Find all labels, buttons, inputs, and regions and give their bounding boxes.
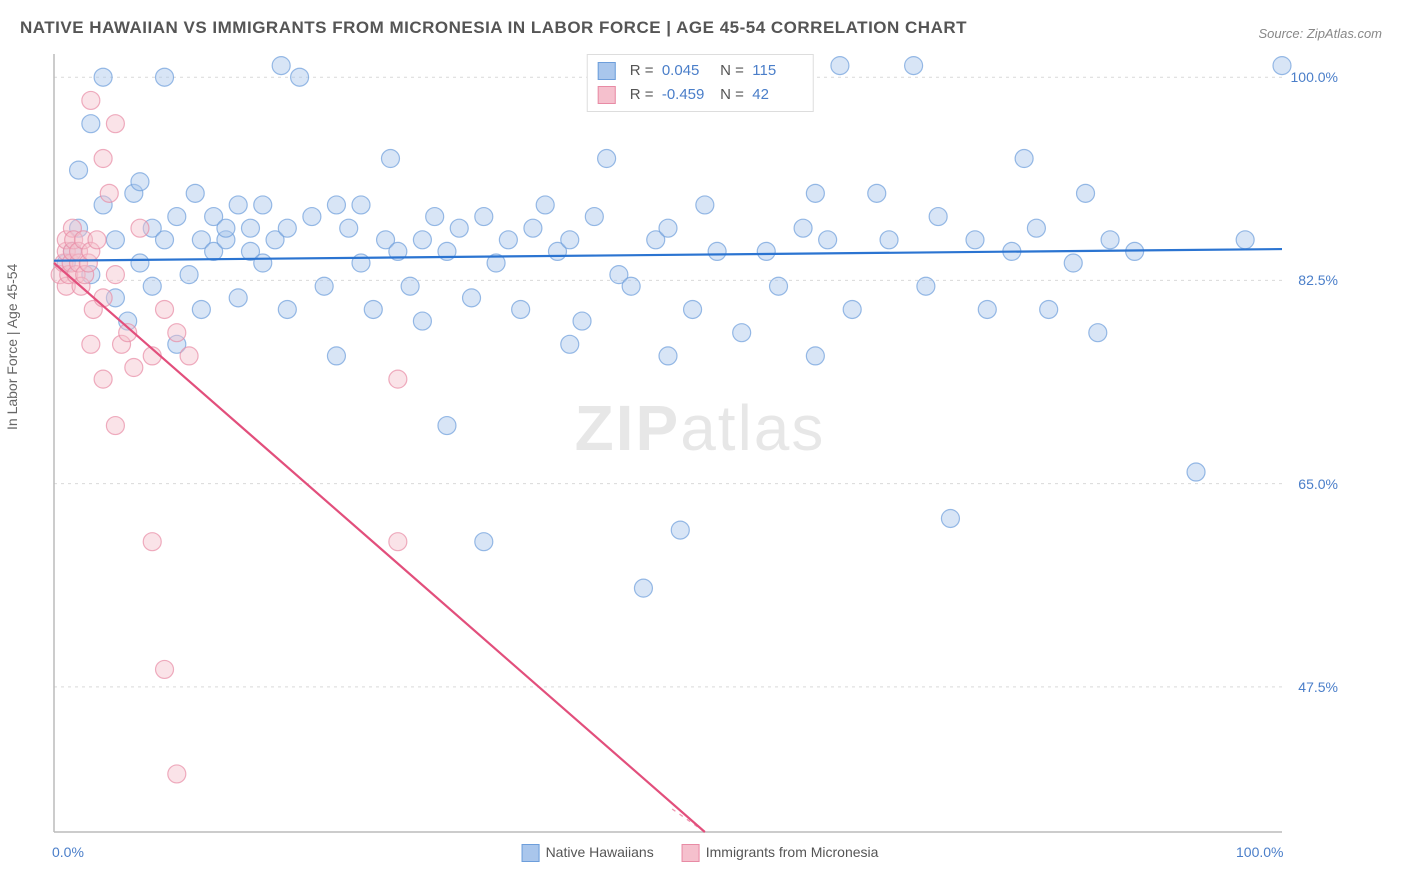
source-attribution: Source: ZipAtlas.com [1258, 26, 1382, 41]
correlation-row: R = -0.459 N = 42 [598, 83, 803, 107]
chart-title: NATIVE HAWAIIAN VS IMMIGRANTS FROM MICRO… [20, 18, 967, 38]
correlation-legend: R = 0.045 N = 115R = -0.459 N = 42 [587, 54, 814, 112]
chart-container: ZIPatlas R = 0.045 N = 115R = -0.459 N =… [48, 50, 1352, 838]
y-tick-label: 47.5% [1298, 679, 1338, 695]
legend-item: Native Hawaiians [522, 844, 654, 862]
scatter-plot [48, 50, 1352, 838]
x-tick-label: 100.0% [1236, 844, 1283, 860]
legend-item: Immigrants from Micronesia [682, 844, 879, 862]
x-tick-label: 0.0% [52, 844, 84, 860]
y-tick-label: 100.0% [1291, 69, 1338, 85]
correlation-row: R = 0.045 N = 115 [598, 59, 803, 83]
y-tick-label: 82.5% [1298, 272, 1338, 288]
y-axis-label: In Labor Force | Age 45-54 [4, 264, 20, 430]
series-legend: Native Hawaiians Immigrants from Micrones… [522, 844, 879, 862]
legend-swatch [522, 844, 540, 862]
legend-swatch [598, 62, 616, 80]
legend-swatch [682, 844, 700, 862]
y-tick-label: 65.0% [1298, 476, 1338, 492]
legend-swatch [598, 86, 616, 104]
